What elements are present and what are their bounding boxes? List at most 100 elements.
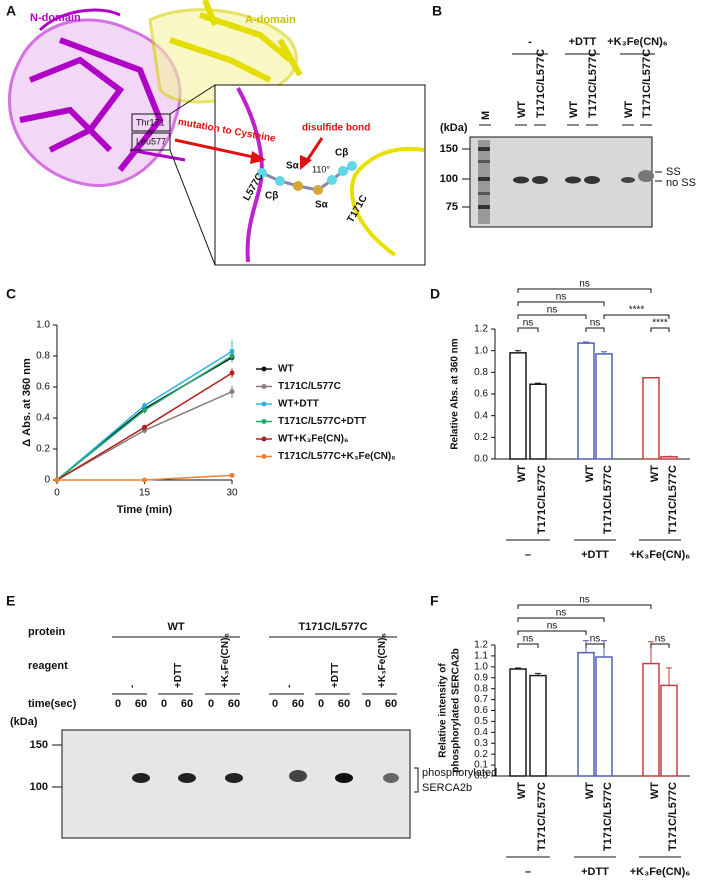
row-label: protein bbox=[28, 626, 66, 638]
condition-label: +K₃Fe(CN)₆ bbox=[607, 36, 668, 48]
group-label: +DTT bbox=[581, 866, 609, 878]
significance-bracket bbox=[650, 327, 670, 332]
significance-label: ns bbox=[547, 305, 558, 316]
row-label: time(sec) bbox=[28, 698, 77, 710]
band-label: SERCA2b bbox=[422, 782, 472, 794]
row-label: reagent bbox=[28, 660, 68, 672]
domain-label: N-domain bbox=[30, 12, 81, 24]
y-tick-label: 0.2 bbox=[474, 749, 488, 760]
x-tick-label: T171C/L577C bbox=[536, 782, 548, 851]
legend-label: WT+DTT bbox=[278, 399, 319, 410]
time-label: 0 bbox=[365, 698, 371, 710]
protein-label: T171C/L577C bbox=[298, 621, 367, 633]
reagent-label: +K₃Fe(CN)₆ bbox=[220, 633, 231, 688]
group-label: – bbox=[525, 866, 531, 878]
x-tick-label: T171C/L577C bbox=[602, 465, 614, 534]
time-label: 60 bbox=[228, 698, 240, 710]
y-tick-label: 0.5 bbox=[474, 716, 488, 727]
atom-label: Sα bbox=[286, 161, 300, 172]
panel-letter: C bbox=[6, 286, 16, 302]
point bbox=[142, 403, 147, 409]
series-line bbox=[56, 355, 233, 481]
bar bbox=[509, 352, 527, 460]
y-tick-label: 1.0 bbox=[36, 320, 50, 331]
y-tick-label: 0.4 bbox=[474, 410, 488, 421]
y-tick-label: 0.8 bbox=[474, 683, 488, 694]
legend-marker bbox=[261, 366, 267, 372]
significance-bracket bbox=[517, 327, 539, 332]
legend-label: WT bbox=[278, 364, 294, 375]
time-label: 0 bbox=[208, 698, 214, 710]
bar bbox=[642, 662, 660, 777]
y-axis-title: Relative Abs. at 360 nm bbox=[450, 338, 461, 449]
bar bbox=[529, 383, 547, 460]
point bbox=[229, 353, 235, 359]
x-tick-label: T171C/L577C bbox=[602, 782, 614, 851]
reagent-label: - bbox=[284, 685, 295, 688]
legend-marker bbox=[261, 419, 267, 424]
bar bbox=[660, 684, 678, 777]
y-tick-label: 0.8 bbox=[474, 367, 488, 378]
x-tick-label: 0 bbox=[54, 488, 60, 499]
time-label: 0 bbox=[318, 698, 324, 710]
lane-label: WT bbox=[568, 101, 580, 118]
atom-label: Sα bbox=[315, 200, 329, 211]
y-axis-title: Relative intensity of bbox=[438, 663, 449, 758]
y-tick-label: 1.0 bbox=[474, 661, 488, 672]
group-label: +K₃Fe(CN)₆ bbox=[630, 866, 691, 878]
y-tick-label: 0.3 bbox=[474, 738, 488, 749]
lane-label: T171C/L577C bbox=[535, 49, 547, 118]
significance-label: **** bbox=[629, 305, 645, 316]
x-tick-label: 15 bbox=[139, 488, 151, 499]
panel-letter: E bbox=[6, 593, 15, 609]
bar bbox=[660, 456, 678, 460]
marker-label: 150 bbox=[440, 143, 458, 155]
lane-label: WT bbox=[623, 101, 635, 118]
legend-marker bbox=[261, 454, 267, 459]
structure-illustration bbox=[8, 0, 426, 266]
legend-marker bbox=[261, 401, 267, 407]
x-tick-label: T171C/L577C bbox=[667, 465, 679, 534]
significance-label: ns bbox=[556, 292, 567, 303]
significance-bracket bbox=[517, 288, 652, 293]
significance-label: ns bbox=[590, 634, 601, 645]
x-tick-label: 30 bbox=[226, 488, 238, 499]
panel-letter: F bbox=[430, 593, 439, 609]
angle-label: 110° bbox=[312, 164, 330, 174]
bar bbox=[642, 377, 660, 460]
y-tick-label: 0.7 bbox=[474, 694, 488, 705]
significance-label: **** bbox=[652, 318, 668, 329]
time-label: 60 bbox=[292, 698, 304, 710]
series-line bbox=[56, 350, 233, 481]
bar bbox=[509, 668, 527, 777]
significance-label: ns bbox=[579, 595, 590, 606]
point bbox=[229, 472, 235, 478]
significance-bracket bbox=[517, 314, 587, 319]
gel-bands bbox=[478, 140, 654, 224]
y-tick-label: 1.2 bbox=[474, 640, 488, 651]
series-line bbox=[56, 356, 233, 481]
marker-label: 100 bbox=[440, 173, 458, 185]
significance-label: ns bbox=[590, 318, 601, 329]
atom-label: Cβ bbox=[265, 191, 278, 202]
legend-label: T171C/L577C+DTT bbox=[278, 416, 366, 427]
x-tick-label: WT bbox=[584, 465, 596, 482]
x-tick-label: T171C/L577C bbox=[667, 782, 679, 851]
y-axis-title: Δ Abs. at 360 nm bbox=[21, 358, 33, 447]
domain-label: A-domain bbox=[245, 14, 296, 26]
bar bbox=[529, 674, 547, 777]
significance-bracket bbox=[517, 630, 587, 635]
y-tick-label: 1.2 bbox=[474, 324, 488, 335]
point bbox=[54, 477, 60, 483]
significance-label: ns bbox=[556, 608, 567, 619]
annotation: disulfide bond bbox=[302, 123, 370, 134]
marker-label: 75 bbox=[446, 201, 458, 213]
marker-label: 100 bbox=[30, 781, 48, 793]
bar bbox=[577, 342, 595, 460]
band-label: no SS bbox=[666, 177, 696, 189]
condition-label: - bbox=[528, 36, 532, 48]
marker-label: 150 bbox=[30, 739, 48, 751]
legend-label: T171C/L577C bbox=[278, 381, 341, 392]
condition-label: +DTT bbox=[569, 36, 597, 48]
